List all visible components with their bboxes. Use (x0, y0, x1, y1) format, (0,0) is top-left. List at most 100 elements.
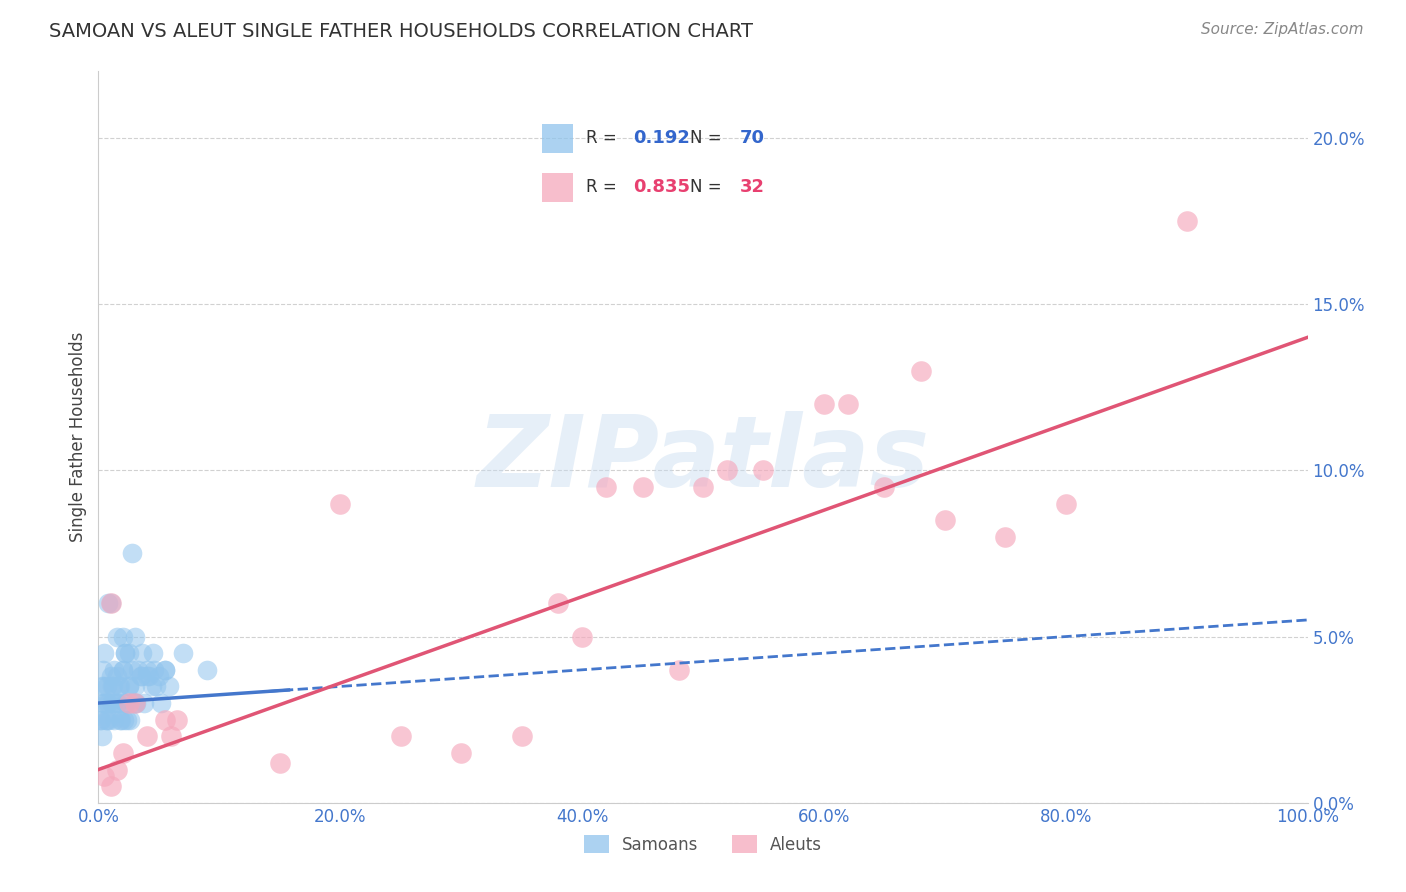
Point (105, 630, 128, 644)
Point (124, 630, 146, 644)
Point (105, 696, 128, 710)
Point (112, 713, 135, 727)
Point (125, 696, 148, 710)
Point (114, 696, 136, 710)
Point (150, 696, 173, 710)
Point (129, 669, 152, 683)
Point (94, 713, 117, 727)
Point (571, 630, 593, 644)
Point (98, 713, 121, 727)
Point (668, 663, 690, 677)
Point (153, 663, 176, 677)
Point (595, 480, 617, 494)
Point (93, 769, 115, 783)
Point (934, 513, 956, 527)
Point (90, 713, 112, 727)
Point (195, 663, 218, 677)
Point (124, 696, 146, 710)
Point (450, 746, 472, 760)
Point (94, 696, 117, 710)
Point (93, 646, 115, 660)
Point (269, 756, 291, 770)
Point (124, 680, 146, 694)
Point (129, 669, 152, 683)
Point (105, 763, 128, 777)
Point (111, 630, 134, 644)
Point (96, 713, 118, 727)
Point (134, 696, 156, 710)
Point (103, 713, 125, 727)
Point (157, 680, 180, 694)
Legend: Samoans, Aleuts: Samoans, Aleuts (576, 829, 830, 860)
Point (118, 646, 141, 660)
Point (837, 397, 859, 411)
Point (172, 646, 194, 660)
Point (1054, 497, 1077, 511)
Point (100, 696, 122, 710)
Point (813, 397, 835, 411)
Point (91, 696, 114, 710)
Point (752, 463, 775, 477)
Point (121, 663, 143, 677)
Point (105, 669, 128, 683)
Point (91, 663, 114, 677)
Point (389, 729, 412, 743)
Point (118, 713, 141, 727)
Point (93, 680, 115, 694)
Point (117, 713, 139, 727)
Point (145, 680, 167, 694)
Point (114, 646, 136, 660)
Point (124, 696, 146, 710)
Point (89, 713, 111, 727)
Point (510, 729, 533, 743)
Point (97, 596, 120, 610)
Text: 0.835: 0.835 (633, 178, 690, 196)
Point (692, 480, 714, 494)
Text: ZIPatlas: ZIPatlas (477, 410, 929, 508)
Point (131, 646, 153, 660)
Text: 0.192: 0.192 (633, 128, 690, 146)
Point (118, 680, 141, 694)
Point (100, 596, 122, 610)
Text: SAMOAN VS ALEUT SINGLE FATHER HOUSEHOLDS CORRELATION CHART: SAMOAN VS ALEUT SINGLE FATHER HOUSEHOLDS… (49, 22, 754, 41)
Point (103, 663, 125, 677)
Point (631, 480, 654, 494)
Point (910, 363, 932, 377)
Point (160, 729, 183, 743)
Point (121, 546, 143, 560)
Point (141, 680, 163, 694)
Point (91, 729, 114, 743)
Point (143, 663, 166, 677)
Point (91, 680, 114, 694)
Text: R =: R = (586, 128, 623, 146)
Point (153, 663, 176, 677)
Point (110, 713, 132, 727)
Text: 70: 70 (740, 128, 765, 146)
Y-axis label: Single Father Households: Single Father Households (69, 332, 87, 542)
Point (108, 713, 131, 727)
Point (108, 680, 131, 694)
Point (1175, 214, 1198, 228)
Point (547, 596, 569, 610)
Point (96, 680, 118, 694)
Point (97, 696, 120, 710)
Point (127, 663, 149, 677)
Point (101, 696, 124, 710)
Point (716, 463, 738, 477)
Point (135, 669, 157, 683)
Point (118, 696, 141, 710)
Point (148, 669, 170, 683)
Point (93, 696, 115, 710)
Point (138, 669, 160, 683)
Text: N =: N = (690, 178, 727, 196)
Point (111, 663, 134, 677)
Point (166, 713, 188, 727)
Point (108, 680, 131, 694)
Text: 32: 32 (740, 178, 765, 196)
Point (115, 696, 138, 710)
Point (100, 669, 122, 683)
Point (101, 680, 124, 694)
Text: N =: N = (690, 128, 727, 146)
Point (873, 480, 896, 494)
Text: R =: R = (586, 178, 623, 196)
